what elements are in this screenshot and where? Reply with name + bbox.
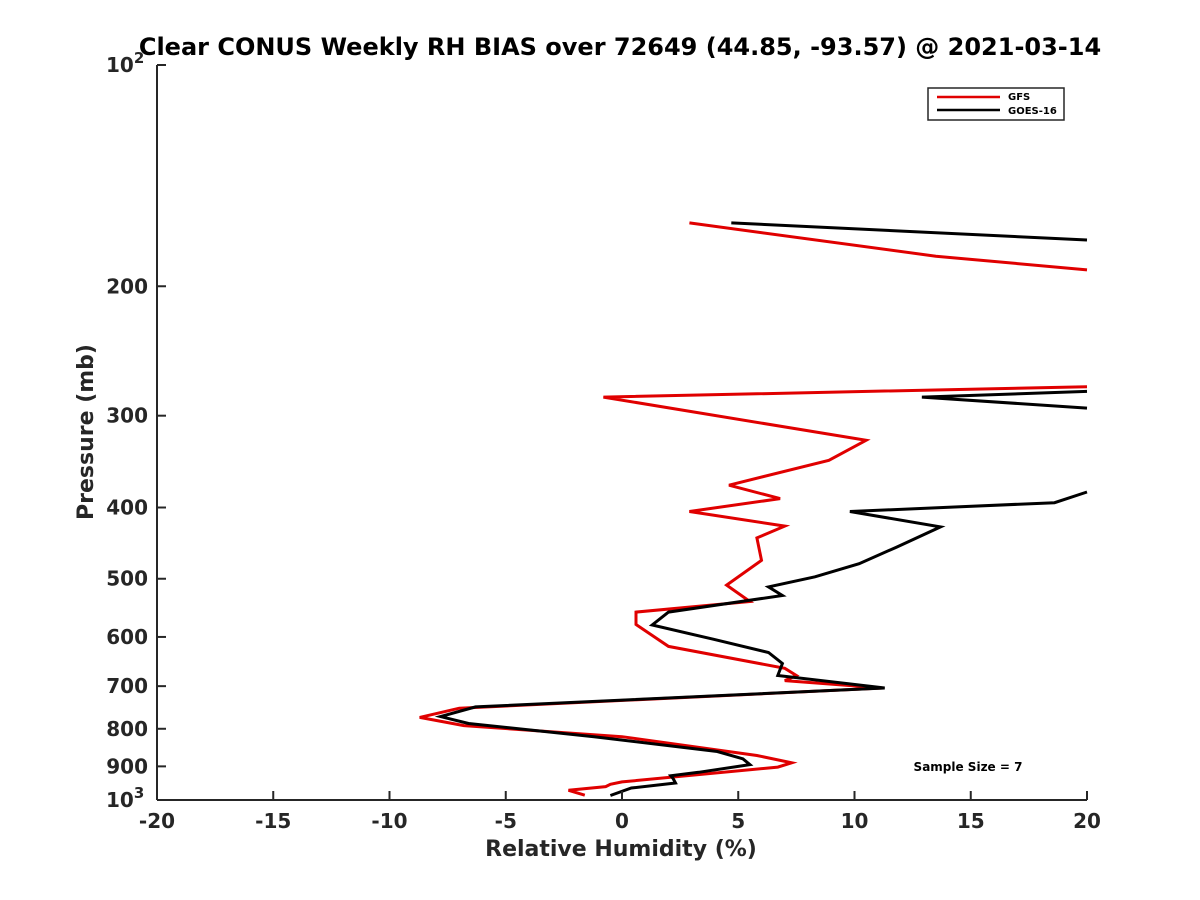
y-tick-label: 102 — [106, 49, 144, 77]
series-line-gfs-segment-1 — [689, 221, 1088, 272]
x-tick-label: -5 — [495, 809, 517, 833]
y-tick-label: 500 — [106, 567, 148, 591]
x-axis-label: Relative Humidity (%) — [485, 837, 757, 862]
legend-label-goes16: GOES-16 — [1008, 106, 1057, 117]
series-line-goes-16-segment-3 — [434, 490, 1088, 797]
x-tick-label: 0 — [615, 809, 629, 833]
y-ticks: 102 200 300 400 500 600 700 800 900 103 — [106, 49, 166, 812]
y-tick-label: 800 — [106, 717, 148, 741]
x-tick-label: 20 — [1073, 809, 1101, 833]
legend-box — [927, 87, 1065, 121]
x-tick-label: 15 — [957, 809, 985, 833]
x-ticks: -20 -15 -10 -5 0 5 10 15 20 — [139, 791, 1101, 833]
y-axis-label: Pressure (mb) — [74, 344, 99, 520]
series-line-goes-16-segment-2 — [921, 389, 1088, 410]
series-line-goes-16-segment-1 — [731, 221, 1088, 242]
y-tick-label: 600 — [106, 625, 148, 649]
y-tick-label: 700 — [106, 674, 148, 698]
x-tick-label: -15 — [255, 809, 291, 833]
legend: GFS GOES-16 — [927, 87, 1065, 121]
y-tick-label: 200 — [106, 274, 148, 298]
sample-size-annotation: Sample Size = 7 — [914, 760, 1023, 774]
series-line-gfs-segment-2 — [419, 385, 1088, 797]
x-tick-label: -20 — [139, 809, 175, 833]
legend-label-gfs: GFS — [1008, 92, 1030, 103]
chart-title: Clear CONUS Weekly RH BIAS over 72649 (4… — [139, 33, 1101, 61]
y-tick-label: 300 — [106, 404, 148, 428]
x-tick-label: 5 — [731, 809, 745, 833]
x-tick-label: 10 — [841, 809, 869, 833]
x-tick-label: -10 — [371, 809, 407, 833]
y-tick-label: 103 — [106, 784, 144, 812]
y-tick-label: 400 — [106, 496, 148, 520]
series-layer — [419, 221, 1088, 797]
y-tick-label: 900 — [106, 754, 148, 778]
